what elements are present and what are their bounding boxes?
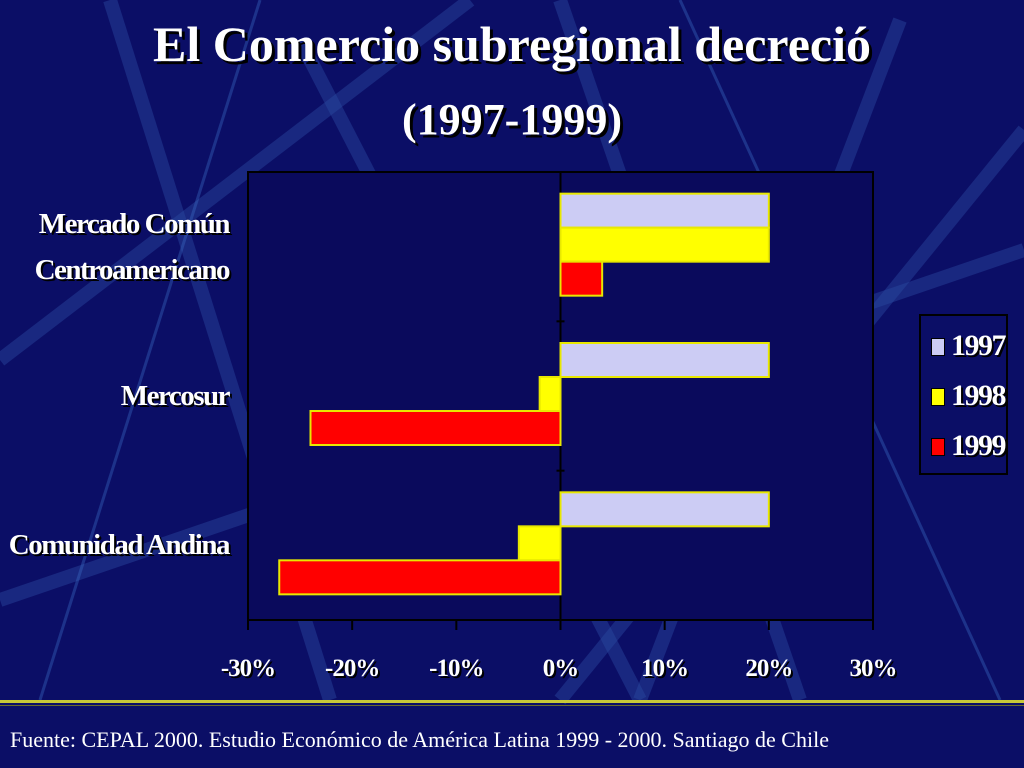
legend-label-1997: 1997 (951, 329, 1007, 362)
legend-swatch-1997 (931, 338, 945, 356)
x-tick-label: -20% (325, 655, 379, 682)
bar-1997-cat2 (559, 342, 770, 378)
bar-1997-cat1 (559, 192, 770, 229)
source-note: Fuente: CEPAL 2000. Estudio Económico de… (10, 727, 829, 752)
x-tick-label: -10% (429, 655, 483, 682)
category-label: Mercado Común (38, 207, 231, 240)
footer-divider (0, 700, 1024, 703)
x-tick-label: 30% (850, 655, 897, 682)
x-tick-label: 10% (641, 655, 688, 682)
legend-swatch-1999 (931, 438, 945, 456)
category-label: Mercosur (120, 380, 231, 412)
legend-item-1997: 1997 (929, 328, 1009, 364)
bar-1999-cat3 (278, 559, 562, 596)
legend-label-1999: 1999 (951, 429, 1007, 462)
bar-1997-cat3 (559, 491, 770, 528)
x-tick-label: 0% (543, 655, 579, 682)
footer-divider-shadow (0, 705, 1024, 706)
chart-legend: 1997 1998 1999 (919, 314, 1008, 475)
slide-title: El Comercio subregional decreció (153, 16, 871, 72)
legend-item-1999: 1999 (929, 428, 1009, 464)
slide-subtitle: (1997-1999) (402, 95, 622, 144)
legend-item-1998: 1998 (929, 378, 1009, 414)
x-tick-label: 20% (745, 655, 792, 682)
bar-1998-cat2 (538, 376, 562, 412)
x-tick-label: -30% (221, 655, 275, 682)
category-label: Centroamericano (34, 253, 231, 286)
bar-1998-cat3 (517, 525, 562, 562)
category-label: Comunidad Andina (8, 529, 231, 562)
bar-1999-cat1 (559, 260, 604, 297)
bar-1998-cat1 (559, 226, 770, 263)
legend-label-1998: 1998 (951, 379, 1007, 412)
legend-swatch-1998 (931, 388, 945, 406)
bar-1999-cat2 (309, 410, 562, 446)
